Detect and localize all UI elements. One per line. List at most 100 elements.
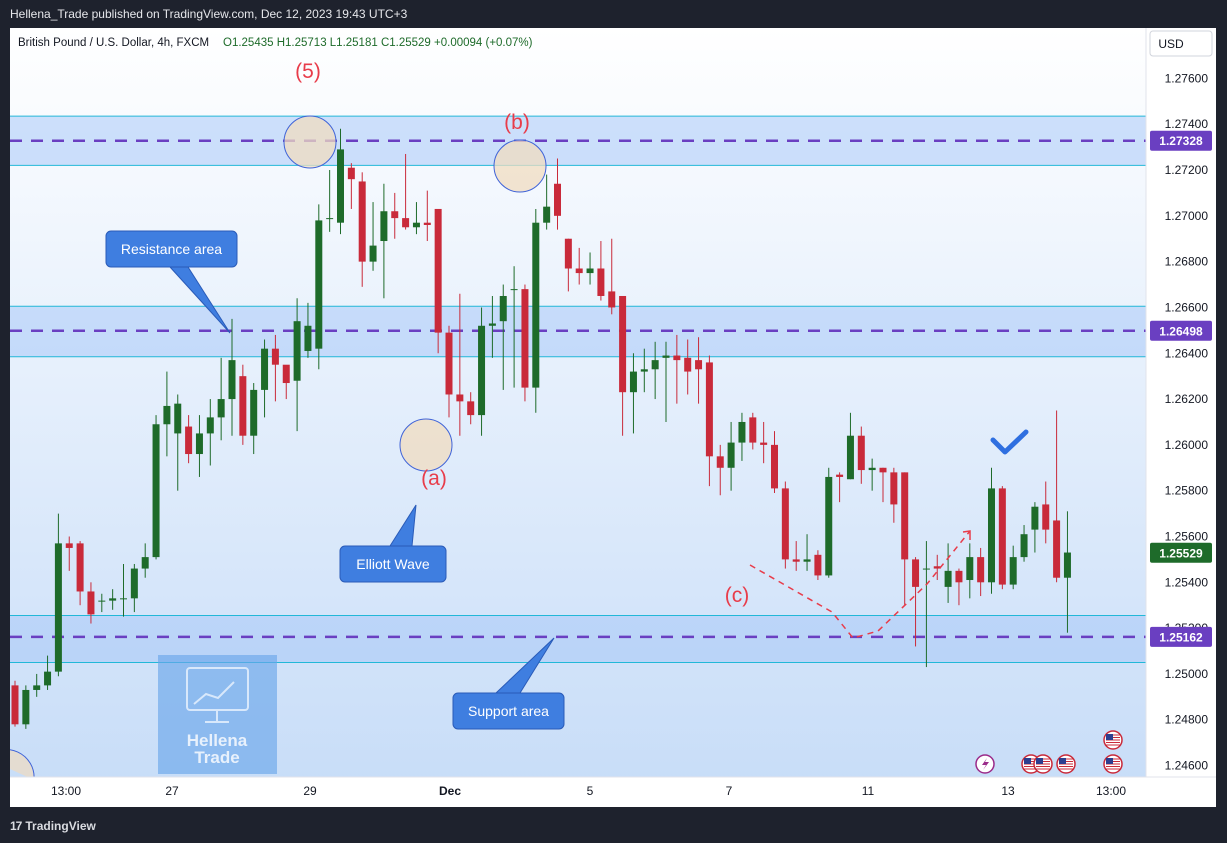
candle[interactable] bbox=[195, 415, 203, 477]
candle[interactable] bbox=[76, 541, 84, 606]
candle[interactable] bbox=[434, 208, 442, 354]
candle[interactable] bbox=[44, 655, 52, 690]
candle[interactable] bbox=[543, 174, 551, 230]
candle[interactable] bbox=[684, 339, 692, 395]
candle[interactable] bbox=[771, 431, 778, 493]
candle[interactable] bbox=[261, 339, 269, 418]
candle[interactable] bbox=[554, 158, 561, 230]
candle[interactable] bbox=[662, 341, 670, 422]
candle[interactable] bbox=[488, 295, 496, 358]
candle[interactable] bbox=[879, 467, 887, 503]
candle[interactable] bbox=[836, 472, 844, 503]
candle[interactable] bbox=[239, 364, 247, 445]
candle[interactable] bbox=[228, 318, 236, 436]
candle[interactable] bbox=[185, 415, 193, 464]
candle[interactable] bbox=[130, 563, 138, 613]
us-flag-icon[interactable] bbox=[1103, 754, 1123, 774]
candle[interactable] bbox=[716, 444, 724, 496]
candle[interactable] bbox=[510, 266, 518, 388]
callout-box[interactable]: Resistance area bbox=[105, 230, 238, 334]
candle[interactable] bbox=[738, 412, 746, 461]
candle[interactable] bbox=[109, 589, 117, 610]
us-flag-icon[interactable] bbox=[1056, 754, 1076, 774]
candle[interactable] bbox=[271, 334, 279, 402]
candle[interactable] bbox=[1020, 525, 1028, 562]
candle[interactable] bbox=[651, 341, 659, 400]
candle[interactable] bbox=[412, 202, 420, 235]
candle[interactable] bbox=[1053, 410, 1061, 583]
candle[interactable] bbox=[619, 295, 627, 436]
candle[interactable] bbox=[1031, 502, 1039, 553]
candle[interactable] bbox=[901, 472, 909, 606]
candle[interactable] bbox=[727, 421, 735, 491]
candle[interactable] bbox=[347, 163, 355, 209]
candle[interactable] bbox=[781, 481, 789, 569]
uk-flag-icon[interactable] bbox=[1103, 730, 1123, 750]
tradingview-logo[interactable]: 17 TradingView bbox=[10, 819, 96, 833]
candle[interactable] bbox=[337, 128, 344, 235]
candle[interactable] bbox=[846, 412, 854, 480]
candle[interactable] bbox=[326, 170, 334, 232]
candle[interactable] bbox=[456, 293, 464, 436]
currency-button[interactable]: USD bbox=[1149, 30, 1213, 57]
candle[interactable] bbox=[358, 172, 366, 287]
candle[interactable] bbox=[629, 353, 637, 434]
candle[interactable] bbox=[803, 534, 811, 571]
candle[interactable] bbox=[467, 392, 475, 425]
price-chart[interactable]: (5) (b) (a) (c) Resistance area Elliott Wave S… bbox=[10, 28, 1216, 807]
candle[interactable] bbox=[423, 190, 431, 242]
candle[interactable] bbox=[1063, 511, 1071, 633]
candle[interactable] bbox=[402, 153, 410, 230]
candle[interactable] bbox=[217, 357, 225, 441]
candle[interactable] bbox=[966, 543, 974, 599]
candle[interactable] bbox=[293, 298, 301, 432]
candle[interactable] bbox=[857, 426, 865, 484]
candle[interactable] bbox=[141, 543, 149, 578]
candle[interactable] bbox=[87, 582, 95, 624]
candle[interactable] bbox=[912, 557, 920, 647]
candle[interactable] bbox=[673, 334, 681, 404]
candle[interactable] bbox=[998, 486, 1006, 590]
candle[interactable] bbox=[163, 371, 171, 457]
candle[interactable] bbox=[705, 355, 713, 487]
candle[interactable] bbox=[478, 307, 486, 436]
candle[interactable] bbox=[521, 284, 529, 402]
candle[interactable] bbox=[54, 513, 62, 677]
candle[interactable] bbox=[955, 568, 963, 606]
chart-frame[interactable]: (5) (b) (a) (c) Resistance area Elliott Wave S… bbox=[10, 28, 1216, 807]
callout-box[interactable]: Elliott Wave bbox=[339, 504, 447, 583]
candle[interactable] bbox=[174, 394, 182, 491]
candle[interactable] bbox=[65, 536, 73, 571]
candle[interactable] bbox=[575, 247, 583, 285]
candle[interactable] bbox=[988, 467, 995, 594]
candle[interactable] bbox=[792, 541, 800, 571]
candle[interactable] bbox=[1042, 481, 1050, 544]
candle[interactable] bbox=[22, 685, 30, 729]
candle[interactable] bbox=[250, 383, 258, 455]
candle[interactable] bbox=[1009, 545, 1017, 590]
candle[interactable] bbox=[33, 673, 41, 697]
candle[interactable] bbox=[597, 241, 605, 301]
candle[interactable] bbox=[695, 337, 703, 404]
candle[interactable] bbox=[608, 238, 616, 315]
candle[interactable] bbox=[564, 238, 572, 292]
candle[interactable] bbox=[586, 252, 594, 285]
price-scale[interactable] bbox=[1146, 28, 1216, 807]
candle[interactable] bbox=[369, 202, 377, 271]
candle[interactable] bbox=[445, 325, 453, 418]
candle[interactable] bbox=[282, 364, 290, 400]
candle[interactable] bbox=[922, 541, 930, 668]
candle[interactable] bbox=[206, 399, 214, 466]
candle[interactable] bbox=[868, 458, 876, 491]
candle[interactable] bbox=[977, 547, 985, 597]
candle[interactable] bbox=[499, 284, 507, 390]
lightning-icon[interactable] bbox=[975, 754, 995, 774]
candle[interactable] bbox=[391, 192, 399, 239]
callout-box[interactable]: Support area bbox=[452, 637, 565, 730]
candle[interactable] bbox=[749, 412, 757, 450]
candle[interactable] bbox=[640, 348, 648, 393]
candle[interactable] bbox=[304, 302, 312, 358]
candle[interactable] bbox=[825, 467, 833, 578]
time-scale[interactable] bbox=[10, 777, 1216, 807]
candle[interactable] bbox=[933, 554, 941, 581]
